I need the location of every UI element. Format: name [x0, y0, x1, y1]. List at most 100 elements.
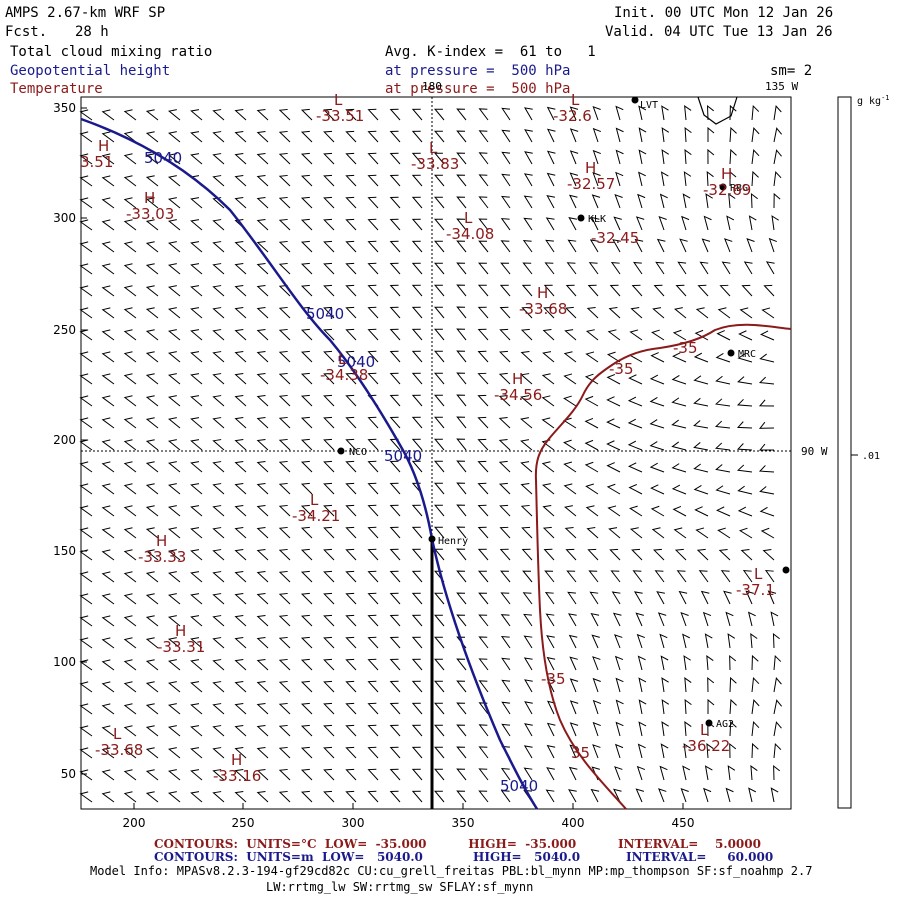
init-time: Init. 00 UTC Mon 12 Jan 26 [614, 5, 834, 21]
wind-barb [456, 394, 467, 407]
wind-barb [411, 504, 423, 517]
wind-barb [721, 261, 731, 275]
wind-barb [584, 417, 599, 429]
wind-barb [564, 526, 577, 539]
wind-barb [300, 636, 313, 649]
wind-barb [123, 725, 137, 737]
wind-barb [145, 637, 159, 649]
wind-barb [759, 353, 775, 363]
wind-barb [751, 698, 760, 715]
wind-barb [655, 261, 665, 275]
wind-barb [693, 397, 709, 407]
wind-barb [212, 395, 225, 407]
wind-barb [610, 570, 621, 583]
x-tick-450: 450 [672, 816, 695, 830]
wind-barb [568, 634, 578, 649]
wind-barb [101, 417, 115, 429]
wind-barb [501, 151, 511, 165]
wind-barb [501, 129, 511, 143]
wind-barb [772, 632, 780, 649]
wind-barb [546, 150, 556, 165]
wind-barb [145, 681, 159, 693]
wind-barb [434, 130, 445, 143]
wind-barb [212, 571, 225, 583]
wind-barb [723, 590, 732, 605]
wind-barb [520, 350, 533, 363]
wind-barb [234, 747, 247, 759]
wind-barb [123, 241, 137, 253]
wind-barb [543, 284, 555, 297]
wind-barb [411, 284, 423, 297]
wind-barb [123, 527, 137, 539]
wind-barb [145, 373, 159, 385]
wind-barb [695, 527, 709, 539]
wind-barb [726, 215, 735, 231]
wind-barb [300, 746, 313, 759]
wind-barb [145, 263, 159, 275]
wind-barb [592, 127, 602, 143]
wind-barb [693, 442, 709, 451]
wind-barb [411, 394, 423, 407]
wind-barb [190, 703, 203, 715]
wind-barb [592, 699, 602, 715]
wind-barb [190, 131, 203, 143]
wind-barb [456, 438, 467, 451]
wind-barb [649, 441, 665, 451]
wind-barb [145, 593, 159, 605]
wind-barb [499, 548, 511, 561]
wind-barb [742, 570, 753, 583]
wind-barb [434, 306, 445, 319]
wind-barb [569, 128, 579, 143]
extremum-type-label: H [585, 159, 596, 177]
extremum-type-label: H [537, 284, 548, 302]
wind-barb [725, 611, 734, 627]
wind-barb [145, 461, 159, 473]
wind-barb [190, 593, 203, 605]
wind-barb [101, 307, 115, 319]
wind-barb [234, 109, 247, 121]
wind-barb [101, 461, 115, 473]
wind-barb [190, 241, 203, 253]
wind-barb [588, 570, 599, 583]
wind-barb [212, 615, 225, 627]
wind-barb [638, 677, 647, 693]
wind-barb [636, 633, 645, 649]
wind-barb [79, 241, 93, 253]
wind-barb [367, 152, 379, 165]
wind-barb [234, 373, 247, 385]
wind-barb [234, 175, 247, 187]
wind-barb [168, 197, 181, 209]
wind-barb [520, 417, 533, 429]
wind-barb [698, 570, 709, 583]
wind-barb [569, 678, 579, 693]
station-ag2-label: AG2 [716, 719, 734, 730]
extremum-type-label: H [721, 165, 732, 183]
wind-barb [456, 174, 467, 187]
wind-barb [592, 744, 601, 759]
wind-barb [477, 394, 489, 407]
wind-barb [234, 703, 247, 715]
wind-barb [638, 127, 647, 143]
wind-barb [671, 484, 687, 495]
wind-barb [751, 676, 760, 693]
wind-barb [434, 196, 445, 209]
wind-barb [145, 109, 159, 121]
wind-barb [145, 791, 159, 803]
wind-barb [613, 216, 622, 231]
wind-barb [278, 372, 291, 385]
wind-barb [746, 238, 755, 253]
wind-barb [477, 328, 489, 341]
extremum-value-label: -34.56 [494, 386, 542, 404]
wind-barb [661, 677, 669, 693]
extremum-value-label: -36.22 [682, 737, 730, 755]
wind-barb [234, 307, 247, 319]
wind-barb [389, 526, 401, 539]
colorbar [837, 96, 852, 809]
wind-barb [700, 590, 710, 605]
wind-barb [729, 170, 737, 187]
wind-barb [770, 611, 779, 627]
wind-barb [168, 659, 181, 671]
wind-barb [389, 746, 401, 759]
wind-barb [256, 482, 269, 495]
wind-barb [764, 569, 775, 583]
